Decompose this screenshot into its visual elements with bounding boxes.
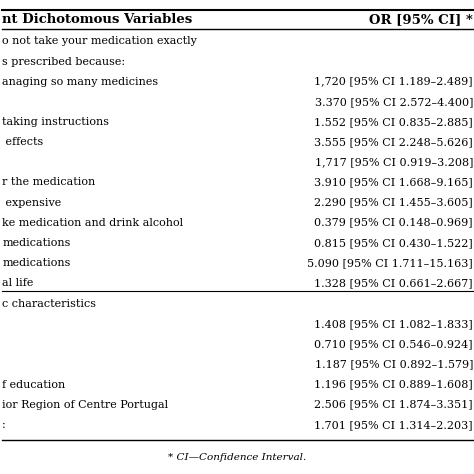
Text: ke medication and drink alcohol: ke medication and drink alcohol [2,218,183,228]
Text: c characteristics: c characteristics [2,299,96,309]
Text: anaging so many medicines: anaging so many medicines [2,77,158,87]
Text: r the medication: r the medication [2,177,96,187]
Text: 1.701 [95% CI 1.314–2.203]: 1.701 [95% CI 1.314–2.203] [314,420,473,430]
Text: 1,720 [95% CI 1.189–2.489]: 1,720 [95% CI 1.189–2.489] [314,77,473,87]
Text: 1.408 [95% CI 1.082–1.833]: 1.408 [95% CI 1.082–1.833] [314,319,473,329]
Text: 3.555 [95% CI 2.248–5.626]: 3.555 [95% CI 2.248–5.626] [314,137,473,147]
Text: 0.815 [95% CI 0.430–1.522]: 0.815 [95% CI 0.430–1.522] [314,238,473,248]
Text: 3.910 [95% CI 1.668–9.165]: 3.910 [95% CI 1.668–9.165] [314,177,473,187]
Text: 5.090 [95% CI 1.711–15.163]: 5.090 [95% CI 1.711–15.163] [307,258,473,268]
Text: 1.187 [95% CI 0.892–1.579]: 1.187 [95% CI 0.892–1.579] [315,359,473,369]
Text: * CI—Confidence Interval.: * CI—Confidence Interval. [168,453,306,462]
Text: effects: effects [2,137,44,147]
Text: 1.328 [95% CI 0.661–2.667]: 1.328 [95% CI 0.661–2.667] [314,278,473,288]
Text: medications: medications [2,258,71,268]
Text: medications: medications [2,238,71,248]
Text: nt Dichotomous Variables: nt Dichotomous Variables [2,13,192,27]
Text: 1.552 [95% CI 0.835–2.885]: 1.552 [95% CI 0.835–2.885] [314,117,473,127]
Text: taking instructions: taking instructions [2,117,109,127]
Text: 2.506 [95% CI 1.874–3.351]: 2.506 [95% CI 1.874–3.351] [314,400,473,410]
Text: 3.370 [95% CI 2.572–4.400]: 3.370 [95% CI 2.572–4.400] [315,97,473,107]
Text: 1.196 [95% CI 0.889–1.608]: 1.196 [95% CI 0.889–1.608] [314,380,473,390]
Text: al life: al life [2,278,34,288]
Text: 1,717 [95% CI 0.919–3.208]: 1,717 [95% CI 0.919–3.208] [315,157,473,167]
Text: ior Region of Centre Portugal: ior Region of Centre Portugal [2,400,168,410]
Text: s prescribed because:: s prescribed because: [2,56,126,66]
Text: 2.290 [95% CI 1.455–3.605]: 2.290 [95% CI 1.455–3.605] [314,198,473,208]
Text: OR [95% CI] *: OR [95% CI] * [369,13,473,27]
Text: :: : [2,420,6,430]
Text: 0.710 [95% CI 0.546–0.924]: 0.710 [95% CI 0.546–0.924] [314,339,473,349]
Text: o not take your medication exactly: o not take your medication exactly [2,36,197,46]
Text: expensive: expensive [2,198,62,208]
Text: f education: f education [2,380,65,390]
Text: 0.379 [95% CI 0.148–0.969]: 0.379 [95% CI 0.148–0.969] [314,218,473,228]
